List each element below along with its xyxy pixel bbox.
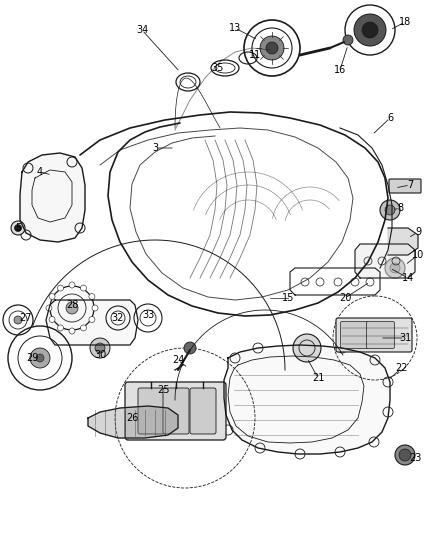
Circle shape	[57, 285, 64, 291]
Text: 27: 27	[19, 313, 31, 323]
Circle shape	[30, 348, 50, 368]
Circle shape	[89, 294, 95, 300]
Circle shape	[69, 282, 75, 288]
Circle shape	[293, 334, 321, 362]
FancyBboxPatch shape	[138, 388, 164, 434]
Circle shape	[354, 14, 386, 46]
Text: 18: 18	[399, 17, 411, 27]
Circle shape	[266, 42, 278, 54]
Circle shape	[36, 354, 44, 362]
Text: 35: 35	[212, 63, 224, 73]
FancyBboxPatch shape	[163, 388, 189, 434]
Text: 6: 6	[387, 113, 393, 123]
FancyBboxPatch shape	[125, 382, 226, 440]
Circle shape	[90, 338, 110, 358]
Text: 23: 23	[409, 453, 421, 463]
Polygon shape	[88, 406, 178, 438]
Text: 29: 29	[26, 353, 38, 363]
Text: 4: 4	[37, 167, 43, 177]
Polygon shape	[355, 244, 415, 278]
Text: 8: 8	[397, 203, 403, 213]
Text: 20: 20	[339, 293, 351, 303]
Polygon shape	[224, 345, 390, 454]
Circle shape	[390, 263, 400, 273]
FancyBboxPatch shape	[340, 321, 368, 349]
Polygon shape	[388, 228, 418, 255]
Circle shape	[14, 224, 21, 231]
Text: 25: 25	[157, 385, 169, 395]
Text: 16: 16	[334, 65, 346, 75]
Circle shape	[81, 325, 86, 331]
Circle shape	[14, 316, 22, 324]
Text: 15: 15	[282, 293, 294, 303]
Circle shape	[399, 449, 411, 461]
Circle shape	[49, 317, 55, 322]
Text: 31: 31	[399, 333, 411, 343]
Circle shape	[260, 36, 284, 60]
Circle shape	[362, 22, 378, 38]
Text: 13: 13	[229, 23, 241, 33]
Circle shape	[11, 221, 25, 235]
Text: 33: 33	[142, 310, 154, 320]
Circle shape	[66, 302, 78, 314]
Circle shape	[46, 305, 52, 311]
Circle shape	[81, 285, 86, 291]
Text: 11: 11	[249, 50, 261, 60]
Circle shape	[95, 343, 105, 353]
Circle shape	[343, 35, 353, 45]
Circle shape	[395, 445, 415, 465]
FancyBboxPatch shape	[367, 321, 395, 349]
Circle shape	[69, 328, 75, 334]
Text: 24: 24	[172, 355, 184, 365]
Polygon shape	[20, 153, 85, 242]
Text: 28: 28	[66, 300, 78, 310]
Text: 30: 30	[94, 350, 106, 360]
Text: 21: 21	[312, 373, 324, 383]
Text: 14: 14	[402, 273, 414, 283]
FancyBboxPatch shape	[190, 388, 216, 434]
Circle shape	[380, 200, 400, 220]
FancyBboxPatch shape	[336, 318, 412, 352]
Circle shape	[385, 258, 405, 278]
Circle shape	[184, 342, 196, 354]
Circle shape	[385, 205, 395, 215]
Text: 22: 22	[396, 363, 408, 373]
FancyBboxPatch shape	[389, 179, 421, 193]
Text: 32: 32	[112, 313, 124, 323]
Text: 5: 5	[15, 223, 21, 233]
Text: 7: 7	[407, 180, 413, 190]
Text: 9: 9	[415, 227, 421, 237]
Polygon shape	[46, 300, 138, 345]
Circle shape	[92, 305, 98, 311]
Circle shape	[89, 317, 95, 322]
Text: 34: 34	[136, 25, 148, 35]
Circle shape	[57, 325, 64, 331]
Text: 26: 26	[126, 413, 138, 423]
Circle shape	[49, 294, 55, 300]
Text: 10: 10	[412, 250, 424, 260]
Text: 3: 3	[152, 143, 158, 153]
